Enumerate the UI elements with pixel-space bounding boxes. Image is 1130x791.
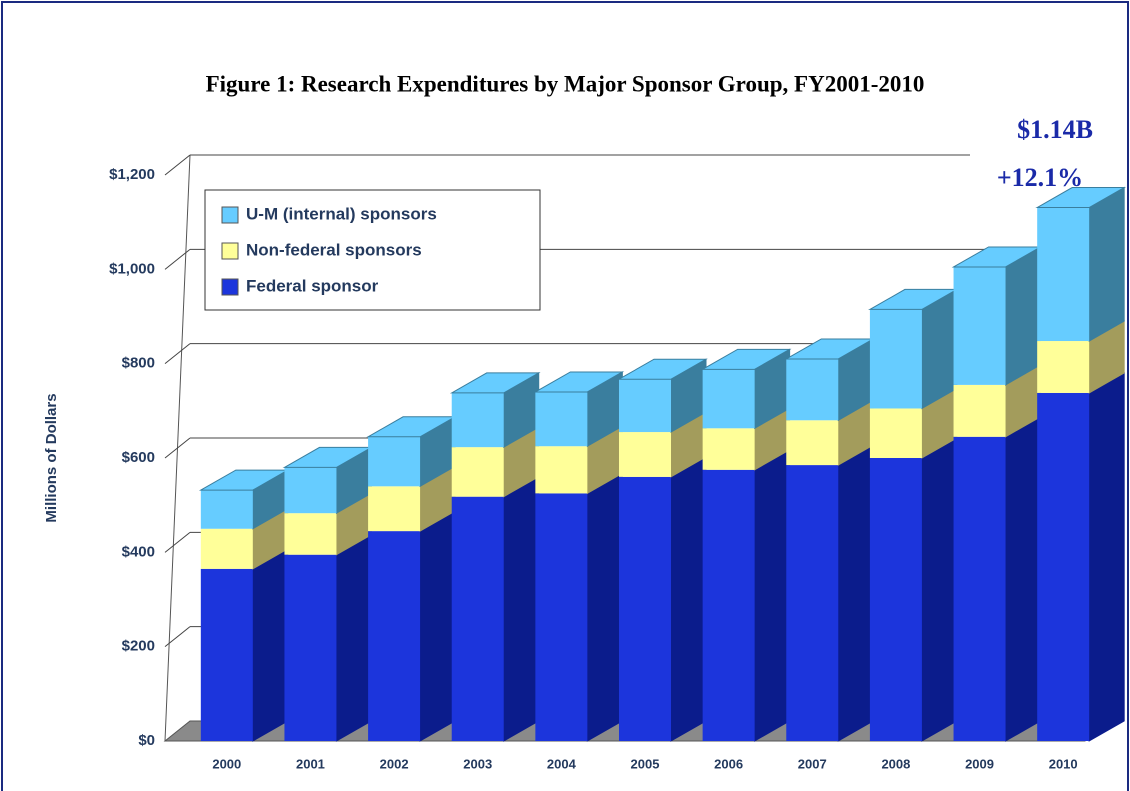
wall-tick — [164, 437, 191, 459]
bar — [1037, 392, 1090, 741]
chart-title: Figure 1: Research Expenditures by Major… — [206, 71, 925, 96]
x-tick-label: 2002 — [380, 756, 409, 771]
bar-side — [670, 456, 707, 742]
x-tick-label: 2009 — [965, 756, 994, 771]
y-tick-label: $200 — [122, 638, 155, 655]
y-tick-label: $1,200 — [109, 166, 155, 183]
bar — [619, 476, 671, 741]
bar — [702, 469, 755, 741]
bar — [451, 447, 504, 497]
x-tick-label: 2010 — [1049, 756, 1078, 771]
bar — [368, 436, 421, 487]
x-tick-label: 2008 — [881, 756, 910, 771]
y-tick-label: $400 — [122, 543, 155, 560]
bar-top — [1035, 187, 1127, 209]
bar — [451, 392, 504, 448]
x-tick-label: 2001 — [296, 756, 325, 771]
legend-swatch — [221, 242, 239, 260]
annotation: $1.14B — [1017, 115, 1093, 144]
bar-side — [1005, 415, 1042, 742]
wall-tick — [164, 154, 191, 176]
bar — [535, 446, 588, 494]
bar — [1037, 341, 1090, 393]
bar — [284, 513, 337, 555]
bar-top — [700, 348, 792, 370]
legend — [204, 189, 541, 311]
x-tick-label: 2000 — [212, 756, 241, 771]
bar-side — [335, 533, 372, 742]
legend-label: Federal sponsor — [246, 276, 379, 295]
bar — [786, 420, 839, 466]
x-tick-label: 2004 — [547, 756, 577, 771]
bar — [451, 496, 504, 741]
bar-side — [586, 472, 623, 742]
wall-tick — [164, 626, 191, 648]
bar-side — [921, 437, 958, 742]
bar — [953, 436, 1006, 741]
bar — [702, 369, 755, 429]
legend-swatch — [221, 278, 239, 296]
x-tick-label: 2006 — [714, 756, 743, 771]
bar-side — [503, 475, 540, 742]
bar-side — [1005, 246, 1042, 386]
annotation: +12.1% — [997, 163, 1083, 192]
legend-label: Non-federal sponsors — [246, 240, 422, 259]
wall-tick — [164, 248, 191, 270]
y-tick-label: $800 — [122, 355, 155, 372]
bar — [535, 493, 588, 741]
bar — [953, 384, 1006, 437]
bar-side — [1088, 372, 1125, 742]
bar-top — [449, 372, 541, 394]
bar — [284, 467, 337, 514]
y-tick-label: $1,000 — [109, 260, 155, 277]
bar-top — [617, 358, 708, 380]
bar — [1037, 207, 1090, 342]
y-tick-label: $0 — [138, 732, 155, 749]
bar — [786, 358, 839, 421]
bar-side — [252, 547, 289, 742]
bar — [869, 309, 922, 409]
x-tick-label: 2007 — [798, 756, 827, 771]
wall-tick — [164, 531, 191, 553]
bar — [702, 428, 755, 470]
bar-side — [837, 444, 874, 742]
bar — [200, 528, 253, 569]
bar — [869, 458, 922, 741]
legend-swatch — [221, 206, 239, 224]
bar — [953, 266, 1006, 385]
bar-side — [754, 448, 791, 742]
bar-side — [419, 510, 456, 742]
bar — [368, 486, 421, 532]
bar — [284, 554, 337, 741]
bar-top — [533, 371, 625, 393]
bar — [869, 408, 922, 458]
bar — [200, 490, 253, 529]
bar-side — [921, 288, 958, 410]
legend-label: U-M (internal) sponsors — [246, 204, 437, 223]
bar — [535, 391, 588, 447]
bar-side — [1088, 186, 1125, 342]
bar — [619, 379, 671, 433]
bar — [619, 432, 671, 477]
bar — [368, 531, 421, 741]
x-tick-label: 2005 — [631, 756, 660, 771]
y-tick-label: $600 — [122, 449, 155, 466]
x-tick-label: 2003 — [463, 756, 492, 771]
wall-tick — [164, 343, 191, 365]
bar — [786, 465, 839, 741]
bar — [200, 568, 253, 741]
y-axis-label: Millions of Dollars — [43, 393, 60, 522]
